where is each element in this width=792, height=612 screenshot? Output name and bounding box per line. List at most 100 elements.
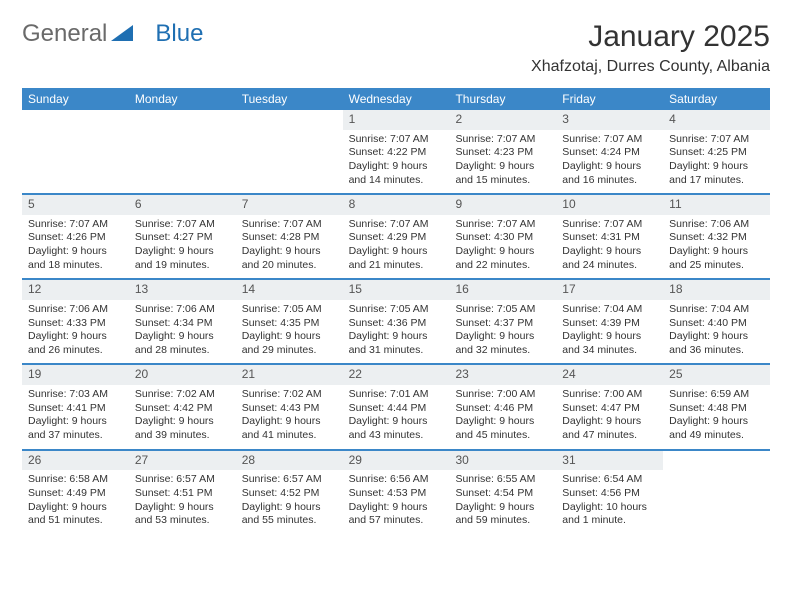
week-row: 5Sunrise: 7:07 AMSunset: 4:26 PMDaylight… xyxy=(22,195,770,280)
day-number: 8 xyxy=(343,195,450,215)
day-cell: 21Sunrise: 7:02 AMSunset: 4:43 PMDayligh… xyxy=(236,365,343,448)
day-details: Sunrise: 7:00 AMSunset: 4:47 PMDaylight:… xyxy=(556,385,663,449)
sunrise-text: Sunrise: 6:58 AM xyxy=(28,473,123,487)
title-block: January 2025 Xhafzotaj, Durres County, A… xyxy=(531,20,770,76)
day-number: 11 xyxy=(663,195,770,215)
day-details: Sunrise: 7:06 AMSunset: 4:32 PMDaylight:… xyxy=(663,215,770,279)
daylight2-text: and 19 minutes. xyxy=(135,259,230,273)
day-cell: 17Sunrise: 7:04 AMSunset: 4:39 PMDayligh… xyxy=(556,280,663,363)
day-number: 24 xyxy=(556,365,663,385)
daylight2-text: and 15 minutes. xyxy=(455,174,550,188)
day-details: Sunrise: 7:06 AMSunset: 4:34 PMDaylight:… xyxy=(129,300,236,364)
day-details: Sunrise: 7:06 AMSunset: 4:33 PMDaylight:… xyxy=(22,300,129,364)
day-cell: 12Sunrise: 7:06 AMSunset: 4:33 PMDayligh… xyxy=(22,280,129,363)
daylight1-text: Daylight: 9 hours xyxy=(455,245,550,259)
daylight1-text: Daylight: 9 hours xyxy=(135,415,230,429)
daylight2-text: and 47 minutes. xyxy=(562,429,657,443)
day-cell: 15Sunrise: 7:05 AMSunset: 4:36 PMDayligh… xyxy=(343,280,450,363)
day-cell: 23Sunrise: 7:00 AMSunset: 4:46 PMDayligh… xyxy=(449,365,556,448)
sunset-text: Sunset: 4:40 PM xyxy=(669,317,764,331)
sunset-text: Sunset: 4:47 PM xyxy=(562,402,657,416)
sunrise-text: Sunrise: 6:55 AM xyxy=(455,473,550,487)
sunrise-text: Sunrise: 7:07 AM xyxy=(349,218,444,232)
day-number: 4 xyxy=(663,110,770,130)
sunset-text: Sunset: 4:31 PM xyxy=(562,231,657,245)
daylight2-text: and 31 minutes. xyxy=(349,344,444,358)
day-details: Sunrise: 7:07 AMSunset: 4:29 PMDaylight:… xyxy=(343,215,450,279)
sunrise-text: Sunrise: 6:59 AM xyxy=(669,388,764,402)
sunrise-text: Sunrise: 7:03 AM xyxy=(28,388,123,402)
brand-text-2: Blue xyxy=(155,20,203,48)
sunset-text: Sunset: 4:28 PM xyxy=(242,231,337,245)
sunset-text: Sunset: 4:25 PM xyxy=(669,146,764,160)
day-cell: 5Sunrise: 7:07 AMSunset: 4:26 PMDaylight… xyxy=(22,195,129,278)
day-of-week-header: Sunday Monday Tuesday Wednesday Thursday… xyxy=(22,88,770,110)
daylight1-text: Daylight: 9 hours xyxy=(562,245,657,259)
weeks-container: 1Sunrise: 7:07 AMSunset: 4:22 PMDaylight… xyxy=(22,110,770,534)
day-details: Sunrise: 7:04 AMSunset: 4:40 PMDaylight:… xyxy=(663,300,770,364)
sunset-text: Sunset: 4:39 PM xyxy=(562,317,657,331)
daylight2-text: and 45 minutes. xyxy=(455,429,550,443)
dow-thursday: Thursday xyxy=(449,88,556,110)
day-number: 25 xyxy=(663,365,770,385)
daylight2-text: and 24 minutes. xyxy=(562,259,657,273)
daylight2-text: and 57 minutes. xyxy=(349,514,444,528)
day-details: Sunrise: 7:05 AMSunset: 4:35 PMDaylight:… xyxy=(236,300,343,364)
daylight1-text: Daylight: 9 hours xyxy=(669,160,764,174)
location-subtitle: Xhafzotaj, Durres County, Albania xyxy=(531,58,770,76)
daylight2-text: and 51 minutes. xyxy=(28,514,123,528)
day-number: 20 xyxy=(129,365,236,385)
sunrise-text: Sunrise: 7:07 AM xyxy=(455,218,550,232)
daylight1-text: Daylight: 9 hours xyxy=(455,501,550,515)
daylight1-text: Daylight: 9 hours xyxy=(349,501,444,515)
week-row: 1Sunrise: 7:07 AMSunset: 4:22 PMDaylight… xyxy=(22,110,770,195)
sunrise-text: Sunrise: 7:04 AM xyxy=(562,303,657,317)
sunset-text: Sunset: 4:43 PM xyxy=(242,402,337,416)
day-details: Sunrise: 7:05 AMSunset: 4:37 PMDaylight:… xyxy=(449,300,556,364)
day-details: Sunrise: 7:02 AMSunset: 4:43 PMDaylight:… xyxy=(236,385,343,449)
month-title: January 2025 xyxy=(531,20,770,54)
day-details: Sunrise: 7:07 AMSunset: 4:30 PMDaylight:… xyxy=(449,215,556,279)
sunrise-text: Sunrise: 7:07 AM xyxy=(135,218,230,232)
sunset-text: Sunset: 4:33 PM xyxy=(28,317,123,331)
day-details: Sunrise: 7:07 AMSunset: 4:22 PMDaylight:… xyxy=(343,130,450,194)
day-cell: 25Sunrise: 6:59 AMSunset: 4:48 PMDayligh… xyxy=(663,365,770,448)
sunrise-text: Sunrise: 7:07 AM xyxy=(562,218,657,232)
day-number: 3 xyxy=(556,110,663,130)
day-cell: 30Sunrise: 6:55 AMSunset: 4:54 PMDayligh… xyxy=(449,451,556,534)
day-cell: 18Sunrise: 7:04 AMSunset: 4:40 PMDayligh… xyxy=(663,280,770,363)
day-number: 13 xyxy=(129,280,236,300)
sunset-text: Sunset: 4:44 PM xyxy=(349,402,444,416)
day-cell: 24Sunrise: 7:00 AMSunset: 4:47 PMDayligh… xyxy=(556,365,663,448)
sunrise-text: Sunrise: 6:57 AM xyxy=(135,473,230,487)
day-number: 30 xyxy=(449,451,556,471)
brand-logo: General Blue xyxy=(22,20,203,48)
daylight2-text: and 26 minutes. xyxy=(28,344,123,358)
daylight1-text: Daylight: 9 hours xyxy=(669,415,764,429)
sunset-text: Sunset: 4:36 PM xyxy=(349,317,444,331)
sunrise-text: Sunrise: 7:00 AM xyxy=(455,388,550,402)
daylight1-text: Daylight: 9 hours xyxy=(135,245,230,259)
sunrise-text: Sunrise: 7:07 AM xyxy=(455,133,550,147)
daylight2-text: and 32 minutes. xyxy=(455,344,550,358)
day-cell xyxy=(22,110,129,193)
daylight1-text: Daylight: 9 hours xyxy=(562,330,657,344)
day-number: 19 xyxy=(22,365,129,385)
sunrise-text: Sunrise: 7:06 AM xyxy=(28,303,123,317)
daylight1-text: Daylight: 9 hours xyxy=(349,330,444,344)
daylight2-text: and 16 minutes. xyxy=(562,174,657,188)
dow-sunday: Sunday xyxy=(22,88,129,110)
sunset-text: Sunset: 4:30 PM xyxy=(455,231,550,245)
sunrise-text: Sunrise: 7:02 AM xyxy=(242,388,337,402)
day-details: Sunrise: 7:00 AMSunset: 4:46 PMDaylight:… xyxy=(449,385,556,449)
daylight2-text: and 17 minutes. xyxy=(669,174,764,188)
day-cell: 13Sunrise: 7:06 AMSunset: 4:34 PMDayligh… xyxy=(129,280,236,363)
daylight1-text: Daylight: 9 hours xyxy=(455,160,550,174)
day-number: 15 xyxy=(343,280,450,300)
day-number: 31 xyxy=(556,451,663,471)
day-details: Sunrise: 7:07 AMSunset: 4:26 PMDaylight:… xyxy=(22,215,129,279)
sunrise-text: Sunrise: 7:06 AM xyxy=(135,303,230,317)
day-cell: 1Sunrise: 7:07 AMSunset: 4:22 PMDaylight… xyxy=(343,110,450,193)
sunrise-text: Sunrise: 7:05 AM xyxy=(455,303,550,317)
daylight1-text: Daylight: 9 hours xyxy=(135,501,230,515)
